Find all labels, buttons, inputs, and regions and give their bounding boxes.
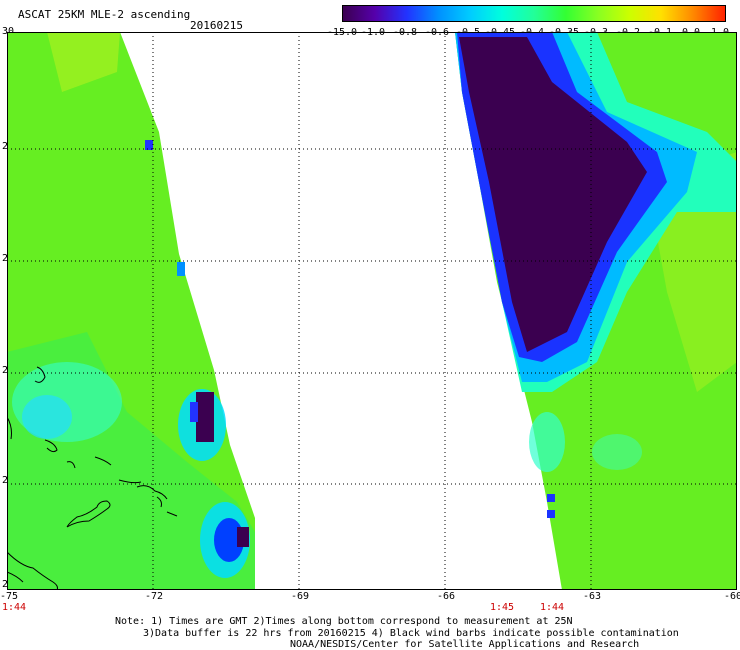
map-frame	[7, 32, 737, 590]
lon-label: -75	[0, 591, 19, 602]
lon-label: -72	[145, 591, 164, 602]
lon-label: -63	[583, 591, 602, 602]
colorbar	[342, 5, 726, 22]
lon-label: -66	[437, 591, 456, 602]
wind-scatterometer-map	[7, 32, 737, 590]
lon-label: -60	[724, 591, 740, 602]
product-title: ASCAT 25KM MLE-2 ascending	[18, 8, 191, 21]
time-label: 1:44	[540, 602, 565, 613]
lon-gridlines	[152, 32, 592, 590]
credit-line: NOAA/NESDIS/Center for Satellite Applica…	[290, 639, 640, 650]
date-label: 20160215	[190, 19, 243, 32]
lat-gridlines	[7, 148, 737, 485]
lat-label: 30	[2, 26, 15, 37]
time-label: 1:45	[490, 602, 515, 613]
eastern-swath	[455, 32, 737, 590]
lon-label: -69	[291, 591, 310, 602]
western-swath	[7, 32, 255, 590]
note-line: Note: 1) Times are GMT 2)Times along bot…	[115, 616, 573, 627]
note-line: 3)Data buffer is 22 hrs from 20160215 4)…	[143, 628, 679, 639]
time-label: 1:44	[2, 602, 27, 613]
